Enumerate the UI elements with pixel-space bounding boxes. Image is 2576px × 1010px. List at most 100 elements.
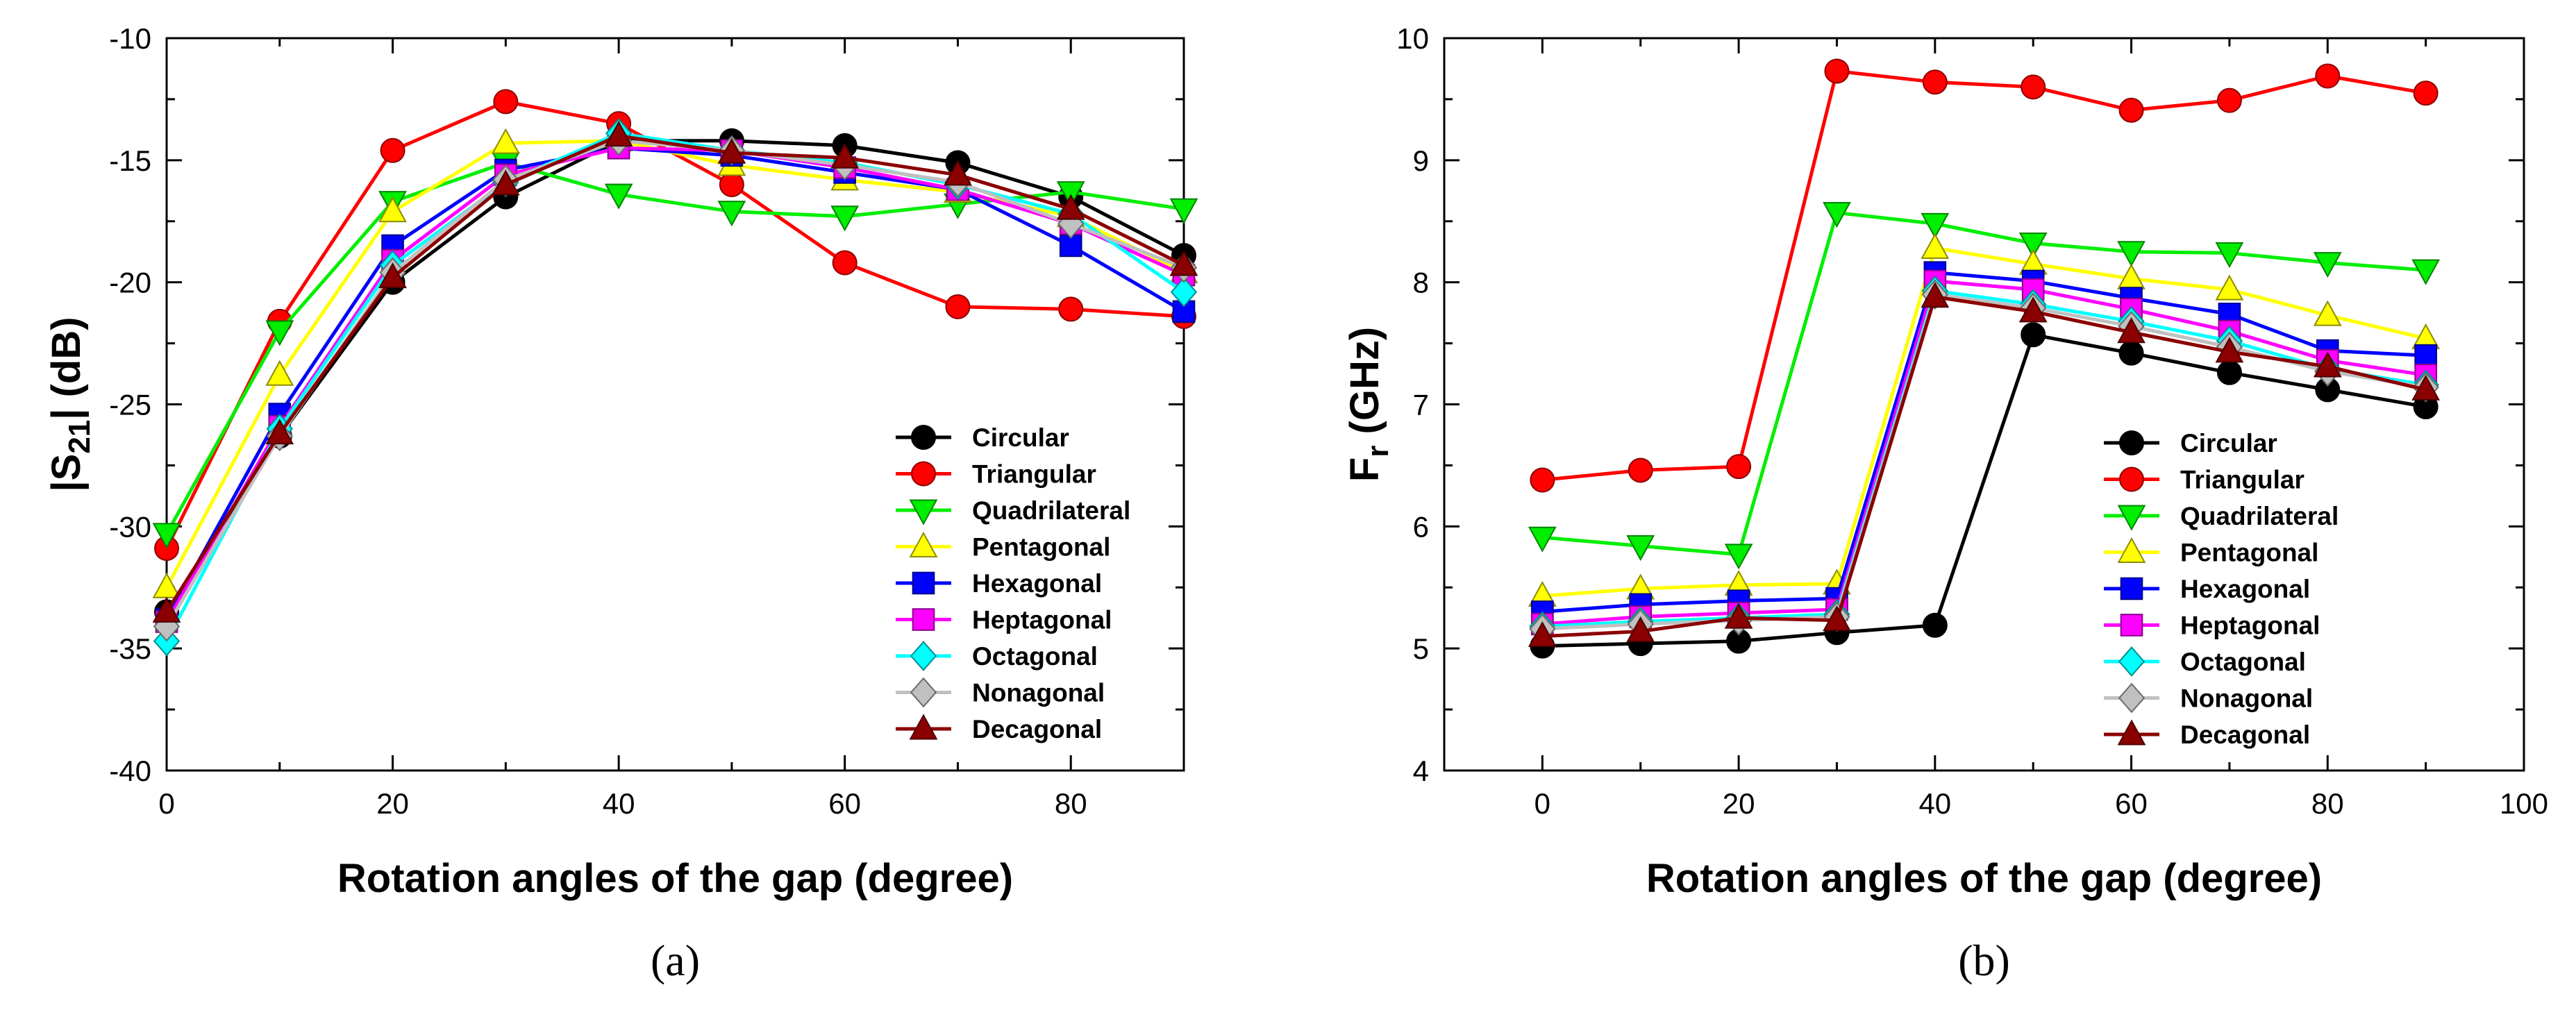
data-point [1170, 276, 1198, 308]
legend-label: Hexagonal [972, 569, 1102, 598]
x-axis-title: Rotation angles of the gap (degree) [1646, 856, 2322, 901]
data-point [2313, 351, 2342, 378]
data-point [152, 523, 181, 549]
x-tick-label: 40 [1918, 787, 1951, 820]
data-point [832, 250, 858, 276]
data-point [2021, 74, 2046, 100]
series-line [1542, 333, 2427, 648]
data-point [2411, 259, 2441, 285]
y-axis-title-unit: | (dB) [44, 317, 89, 419]
y-axis-title: |S21| (dB) [44, 317, 97, 491]
series-line [1542, 210, 2426, 557]
data-point [604, 183, 633, 210]
data-point [2118, 97, 2144, 123]
panel-a: 0 20 40 60 80 -40 -35 -30 -25 -20 -15 -10 Rotation a… [44, 22, 1198, 985]
data-point [944, 160, 972, 186]
y-axis-title: Fr (GHz) [1342, 327, 1395, 482]
data-point [2215, 274, 2244, 301]
data-point [493, 89, 519, 115]
data-point [1058, 296, 1084, 322]
y-tick-label: -30 [109, 510, 151, 543]
data-point [2313, 252, 2342, 278]
legend-marker [912, 571, 935, 595]
series-decagonal [1528, 282, 2441, 648]
data-point [378, 196, 407, 223]
data-point [265, 320, 294, 346]
legend-marker [2117, 505, 2146, 531]
y-tick-label: -20 [109, 267, 151, 299]
legend-label: Nonagonal [2180, 684, 2313, 713]
data-point [2414, 344, 2437, 367]
data-point [1726, 454, 1752, 480]
legend-label: Heptagonal [2180, 612, 2320, 640]
data-point [2215, 242, 2244, 269]
legend-label: Circular [2180, 429, 2277, 457]
y-tick-label: -10 [109, 22, 151, 55]
data-point [1922, 612, 1948, 638]
x-axis-title: Rotation angles of the gap (degree) [337, 856, 1013, 901]
legend: Circular Triangular Quadrilateral Pentagona… [896, 423, 1130, 743]
legend: Circular Triangular Quadrilateral Pentagona… [2104, 429, 2339, 749]
data-point [1921, 282, 1950, 308]
legend-marker [910, 641, 937, 671]
legend-label: Pentagonal [2180, 539, 2318, 567]
data-point [1628, 457, 1653, 483]
y-axis-title-main: |S [44, 454, 89, 492]
data-point [1169, 250, 1198, 276]
y-tick-label: 7 [1413, 389, 1429, 421]
data-point [265, 419, 294, 445]
legend-marker [909, 531, 938, 557]
series-triangular [154, 89, 1196, 561]
data-point [945, 294, 971, 319]
legend-label: Nonagonal [972, 679, 1105, 707]
data-point [2313, 300, 2342, 326]
data-point [1921, 233, 1950, 259]
y-tick-label: 4 [1413, 755, 1429, 787]
data-point [2117, 317, 2146, 344]
data-point [1626, 535, 1655, 562]
data-point [2118, 340, 2144, 366]
data-point [491, 169, 520, 196]
series-line [1542, 246, 2427, 598]
data-point [1724, 544, 1753, 570]
x-tick-label: 60 [2115, 787, 2148, 820]
series-line [165, 146, 1185, 621]
legend-marker [2120, 577, 2143, 600]
data-point [1059, 234, 1082, 258]
legend-label: Pentagonal [972, 533, 1110, 562]
data-point [1724, 603, 1753, 629]
series-line [165, 134, 1185, 613]
plot-frame [1443, 37, 2525, 772]
legend-label: Hexagonal [2180, 575, 2310, 603]
data-point [2018, 232, 2048, 259]
data-point [1824, 58, 1850, 84]
x-tick-label: 80 [2311, 787, 2344, 820]
y-tick-label: 6 [1413, 510, 1429, 543]
data-point [1823, 605, 1851, 632]
y-axis-title-unit: (GHz) [1342, 327, 1387, 446]
x-tick-label: 20 [1723, 787, 1755, 820]
y-axis-title-subscript: 21 [62, 420, 97, 454]
series-triangular [1530, 58, 2439, 493]
x-tick-label: 0 [1534, 787, 1550, 820]
data-point [1528, 621, 1557, 648]
data-point [265, 360, 294, 386]
legend-label: Triangular [2180, 466, 2305, 494]
legend-marker [911, 461, 936, 487]
legend-marker [912, 608, 935, 631]
x-tick-label: 80 [1055, 787, 1087, 820]
data-point [1922, 69, 1948, 95]
series-line [1542, 271, 2426, 614]
y-tick-label: 8 [1413, 267, 1429, 299]
data-point [2413, 81, 2439, 106]
data-point [2411, 374, 2441, 401]
data-point [830, 142, 860, 169]
data-point [152, 596, 181, 623]
data-point [1626, 616, 1655, 642]
series-line [1542, 295, 2427, 639]
legend-label: Quadrilateral [2180, 502, 2339, 530]
legend-marker [910, 677, 937, 708]
y-axis-title-subscript: r [1361, 446, 1395, 457]
series-hexagonal [1531, 261, 2437, 623]
